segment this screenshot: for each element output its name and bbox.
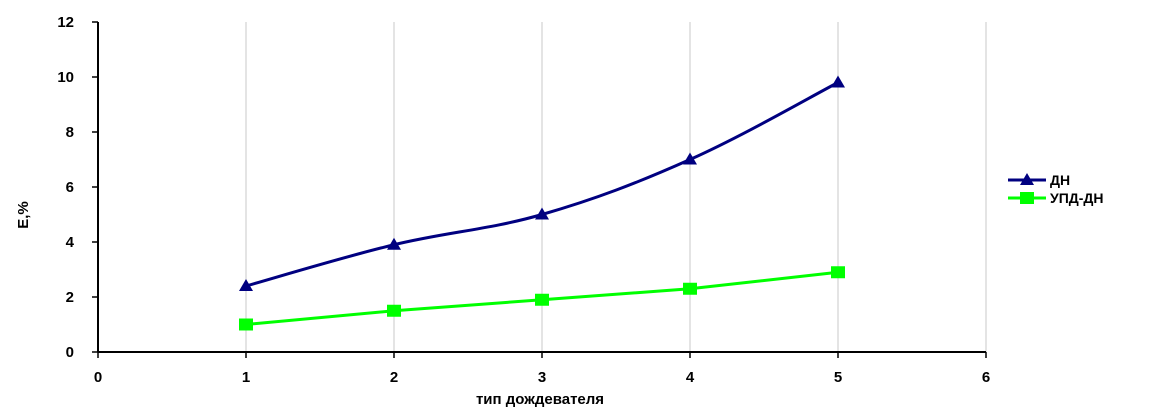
- data-point-1: [535, 293, 549, 306]
- data-point-0: [831, 75, 845, 88]
- data-point-1: [387, 304, 401, 317]
- data-point-1: [683, 282, 697, 295]
- data-point-0: [387, 237, 401, 250]
- x-tick-label: 0: [94, 369, 102, 386]
- y-tick-label: 10: [57, 69, 74, 86]
- data-point-0: [239, 279, 253, 291]
- y-tick-label: 0: [66, 344, 74, 361]
- x-tick-label: 4: [686, 369, 695, 386]
- gridlines: [245, 22, 987, 352]
- x-tick-label: 3: [538, 369, 546, 386]
- series-group: [239, 75, 845, 331]
- x-tick-label: 5: [834, 369, 842, 386]
- data-point-0: [535, 207, 549, 220]
- y-tick-label: 12: [57, 14, 74, 31]
- data-point-0: [683, 152, 697, 165]
- x-tick-label: 1: [242, 369, 250, 386]
- legend-marker-1: [1020, 192, 1034, 204]
- data-point-1: [239, 318, 253, 331]
- y-tick-label: 6: [66, 179, 74, 196]
- data-point-1: [831, 266, 845, 279]
- y-tick-label: 8: [66, 124, 74, 141]
- legend-label-1: УПД-ДН: [1050, 190, 1104, 206]
- legend: ДН УПД-ДН: [1008, 172, 1104, 206]
- x-tick-label: 6: [982, 369, 990, 386]
- legend-marker-0: [1020, 173, 1034, 185]
- y-tick-label: 2: [66, 289, 74, 306]
- y-tick-label: 4: [66, 234, 75, 251]
- y-axis-label: Е,%: [15, 201, 32, 229]
- x-tick-label: 2: [390, 369, 398, 386]
- x-axis-label: тип дождевателя: [476, 391, 604, 408]
- legend-label-0: ДН: [1050, 172, 1070, 188]
- axes: [92, 21, 987, 358]
